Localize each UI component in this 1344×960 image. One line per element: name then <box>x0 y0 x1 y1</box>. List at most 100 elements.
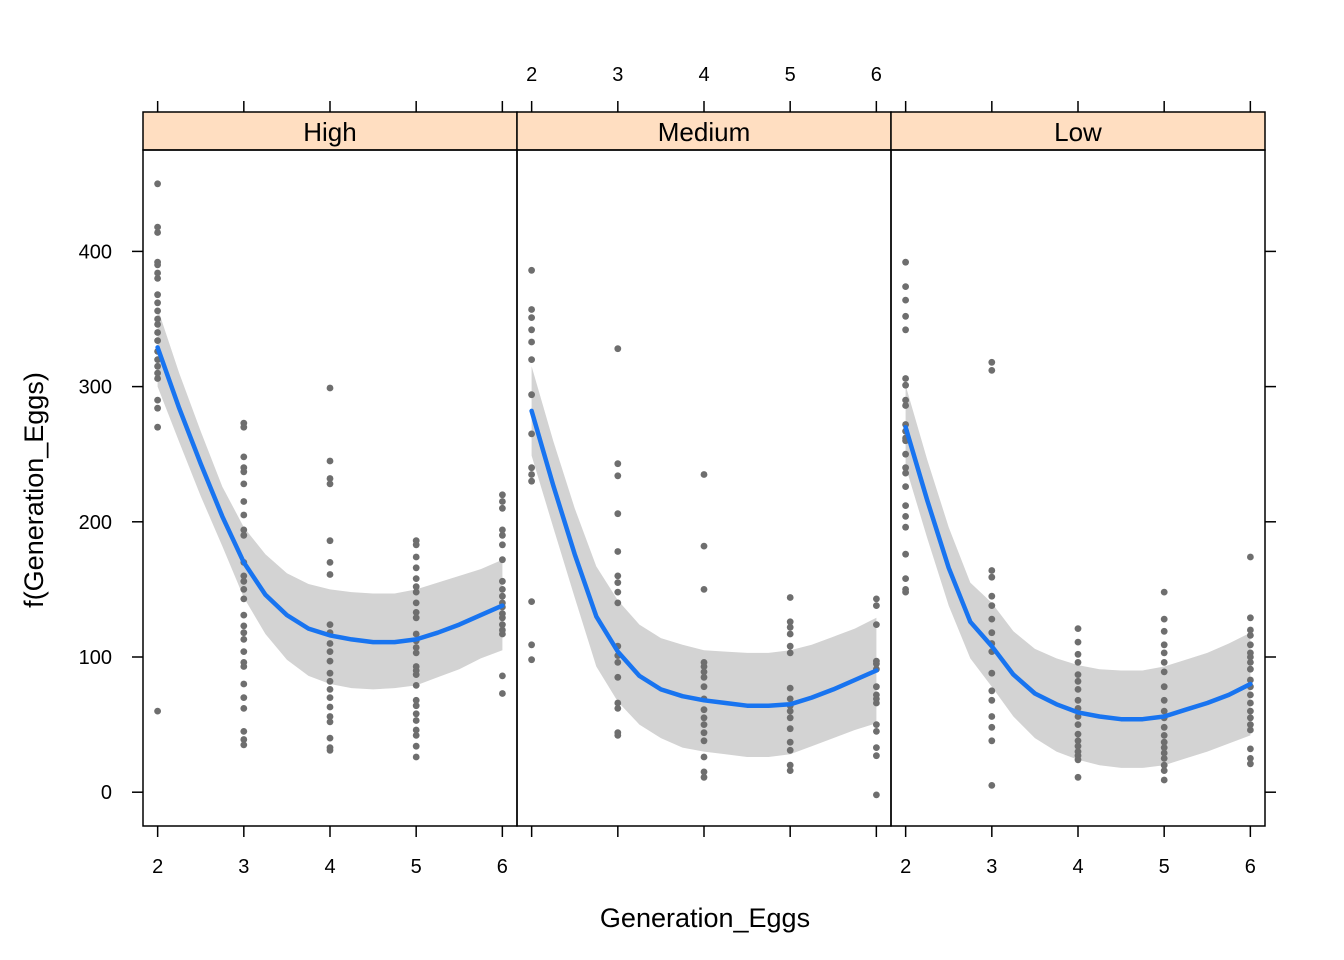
data-point <box>902 464 909 472</box>
panel-medium: Medium <box>516 111 892 827</box>
data-point <box>412 726 420 734</box>
data-point <box>528 356 535 363</box>
x-tick-label: 2 <box>900 856 911 878</box>
data-point <box>614 345 622 353</box>
data-point <box>1247 641 1254 649</box>
fit-line-medium <box>529 408 879 708</box>
data-point <box>988 737 996 745</box>
data-point <box>786 738 794 746</box>
data-point <box>528 314 535 321</box>
x-axis-title: Generation_Eggs <box>600 903 810 933</box>
data-point <box>700 542 708 550</box>
data-point <box>240 480 248 488</box>
data-point <box>412 583 420 591</box>
data-point <box>1160 767 1168 774</box>
data-point <box>240 423 248 431</box>
data-point <box>988 367 996 374</box>
data-point <box>1160 744 1168 751</box>
data-point <box>326 457 334 465</box>
data-point <box>499 672 506 680</box>
data-point <box>154 396 162 404</box>
data-point <box>412 717 420 724</box>
data-point <box>1074 638 1082 646</box>
data-point <box>902 483 909 490</box>
data-point <box>614 472 622 480</box>
data-point <box>412 599 420 607</box>
data-point <box>528 471 535 478</box>
data-point <box>240 636 248 643</box>
data-point <box>1247 760 1254 768</box>
data-point <box>240 694 248 701</box>
data-point <box>240 736 248 743</box>
data-point <box>154 362 162 370</box>
data-point <box>326 694 334 701</box>
data-point <box>240 453 248 461</box>
data-point <box>412 702 420 710</box>
data-point <box>700 721 708 728</box>
data-point <box>326 648 334 655</box>
data-point <box>154 261 162 269</box>
data-point <box>614 572 622 580</box>
data-point <box>326 571 334 578</box>
data-point <box>154 375 162 382</box>
data-point <box>614 705 622 712</box>
data-point <box>1160 641 1168 649</box>
y-tick-label: 400 <box>79 241 112 263</box>
data-point <box>873 728 880 735</box>
data-point <box>154 321 162 328</box>
data-point <box>154 291 162 299</box>
data-point <box>902 523 909 531</box>
data-point <box>154 315 162 323</box>
data-point <box>988 358 996 366</box>
data-point <box>614 579 622 586</box>
fit-line-low <box>903 424 1253 722</box>
data-point <box>240 531 248 539</box>
data-point <box>326 669 334 677</box>
data-point <box>499 577 506 585</box>
data-point <box>700 729 708 737</box>
data-point <box>528 306 535 313</box>
data-point <box>1160 755 1168 762</box>
data-point <box>528 641 535 649</box>
data-point <box>1160 615 1168 623</box>
data-point <box>499 630 506 638</box>
data-point <box>902 402 909 409</box>
data-point <box>412 575 420 582</box>
data-point <box>326 559 334 566</box>
data-point <box>988 615 996 623</box>
data-point <box>154 337 162 344</box>
data-point <box>1247 721 1254 728</box>
data-point <box>988 696 996 704</box>
strip-high <box>142 111 518 151</box>
data-point <box>1247 726 1254 734</box>
data-point <box>240 611 248 619</box>
data-point <box>786 714 794 722</box>
data-point <box>614 699 622 707</box>
data-point <box>873 602 880 609</box>
data-point <box>1074 742 1082 750</box>
data-point <box>1247 707 1254 715</box>
data-point <box>902 575 909 582</box>
data-point <box>528 430 535 438</box>
data-point <box>1247 699 1254 707</box>
x-tick-label: 4 <box>1072 856 1083 878</box>
data-point <box>902 326 909 334</box>
data-point <box>1160 776 1168 784</box>
data-point <box>902 258 909 266</box>
data-point <box>873 752 880 760</box>
x-tick-label: 6 <box>497 856 508 878</box>
data-point <box>988 602 996 609</box>
data-point <box>700 663 708 670</box>
data-point <box>326 746 334 754</box>
data-point <box>1247 659 1254 666</box>
data-point <box>1247 745 1254 753</box>
x-tick-label: 3 <box>986 856 997 878</box>
panel-high: High <box>142 111 518 827</box>
data-point <box>902 375 909 382</box>
data-point <box>786 642 794 650</box>
data-point <box>1074 730 1082 738</box>
data-point <box>988 567 996 574</box>
data-point <box>499 541 506 549</box>
data-point <box>240 577 248 585</box>
data-point <box>1160 588 1168 596</box>
